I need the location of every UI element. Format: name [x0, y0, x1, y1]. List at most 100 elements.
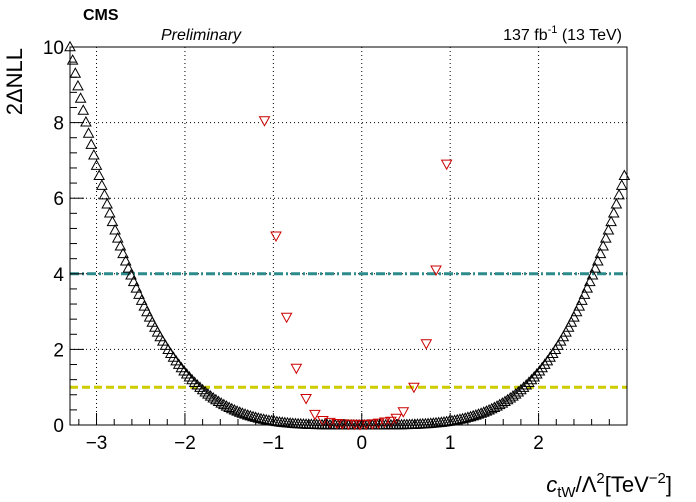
data-point	[366, 419, 379, 430]
data-point	[523, 376, 535, 387]
data-point	[615, 179, 628, 190]
data-point	[610, 197, 623, 209]
data-point	[93, 169, 106, 181]
lumi-exponent: -1	[548, 24, 558, 36]
y-tick-label: 4	[53, 265, 64, 286]
data-point	[480, 405, 493, 416]
data-point	[317, 415, 329, 427]
data-point	[125, 268, 137, 280]
data-point	[119, 254, 132, 266]
data-point	[385, 416, 397, 428]
data-point	[212, 395, 225, 406]
data-point	[420, 339, 433, 350]
data-point	[133, 288, 145, 299]
data-point	[597, 239, 609, 251]
data-point	[82, 127, 95, 138]
data-point	[215, 397, 228, 408]
data-point	[141, 305, 153, 317]
data-point	[199, 385, 212, 397]
data-point	[220, 400, 233, 411]
cms-label: CMS	[83, 7, 119, 24]
data-point	[589, 262, 602, 273]
data-point	[525, 373, 538, 385]
data-point	[599, 232, 612, 243]
data-point	[602, 223, 615, 235]
data-point	[207, 391, 220, 403]
data-point	[538, 358, 551, 369]
data-point	[300, 394, 312, 405]
data-point	[258, 116, 271, 127]
data-point	[178, 364, 190, 376]
data-point	[324, 417, 336, 429]
data-point	[72, 79, 84, 91]
data-point	[485, 402, 498, 414]
x-label-unit-sup: −2	[649, 470, 666, 487]
data-point	[378, 417, 391, 429]
data-point	[244, 409, 257, 421]
data-point	[290, 363, 303, 375]
data-series	[64, 40, 631, 431]
data-point	[568, 311, 580, 322]
data-point	[390, 413, 403, 425]
data-point	[138, 300, 151, 311]
data-point	[127, 275, 140, 287]
data-point	[477, 406, 490, 417]
data-point	[188, 376, 201, 387]
y-tick-label: 2	[53, 340, 64, 361]
y-tick-label: 10	[43, 38, 64, 59]
data-point	[536, 361, 548, 373]
lumi-prefix: 137 fb	[503, 27, 548, 44]
data-point	[336, 419, 349, 430]
data-point	[618, 169, 631, 181]
data-point	[372, 418, 385, 430]
data-point	[247, 410, 259, 422]
data-point	[204, 390, 217, 401]
data-point	[146, 316, 159, 327]
data-point	[499, 395, 511, 406]
data-point	[88, 149, 100, 160]
data-point	[613, 188, 625, 200]
data-point	[257, 413, 270, 424]
data-point	[202, 388, 214, 399]
data-point	[504, 391, 517, 403]
data-point	[98, 188, 111, 200]
data-point	[501, 393, 514, 405]
data-point	[239, 408, 251, 419]
reference-lines	[70, 272, 627, 389]
data-point	[74, 92, 87, 103]
data-point	[106, 215, 119, 227]
data-point	[605, 215, 617, 227]
data-point	[280, 312, 293, 324]
x-tick-label: 2	[533, 433, 544, 454]
data-point	[85, 138, 98, 149]
data-point	[231, 405, 243, 416]
x-tick-label: −3	[86, 433, 108, 454]
data-point	[90, 159, 103, 170]
y-tick-label: 6	[53, 189, 64, 210]
x-label-unit-close: ]	[666, 472, 672, 497]
data-point	[520, 378, 533, 390]
data-point	[69, 67, 82, 78]
data-point	[472, 408, 485, 419]
data-point	[191, 378, 204, 390]
data-point	[109, 223, 121, 235]
data-point	[475, 407, 487, 418]
data-point	[233, 406, 246, 417]
data-point	[111, 232, 124, 243]
data-point	[196, 383, 209, 395]
x-label-var: c	[546, 472, 557, 497]
data-point	[135, 294, 148, 305]
data-point	[225, 402, 238, 414]
data-point	[464, 410, 477, 422]
data-point	[66, 54, 79, 65]
data-point	[496, 397, 509, 408]
data-point	[101, 197, 113, 209]
data-point	[440, 159, 453, 171]
data-point	[77, 104, 90, 115]
data-point	[260, 413, 273, 425]
data-point	[570, 305, 583, 317]
data-point	[530, 368, 543, 379]
data-point	[186, 373, 198, 385]
x-tick-label: 0	[356, 433, 367, 454]
data-point	[576, 294, 588, 305]
